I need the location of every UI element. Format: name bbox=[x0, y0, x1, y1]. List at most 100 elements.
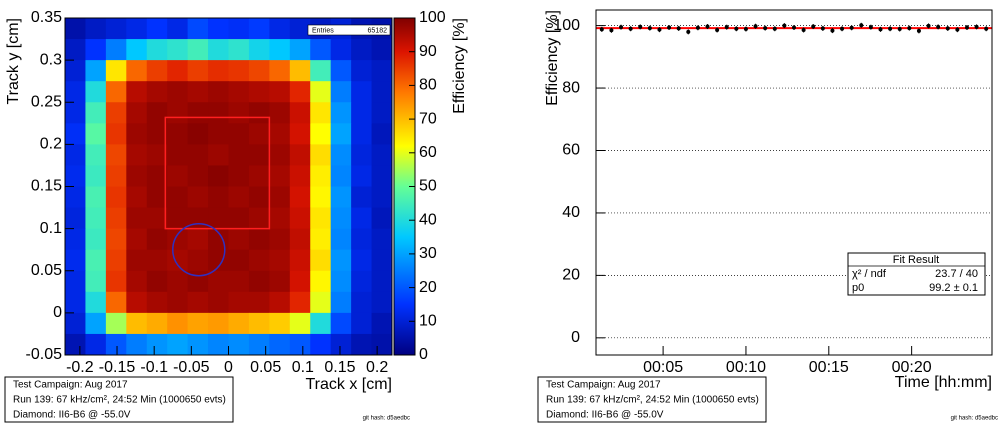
heat-cell bbox=[310, 39, 332, 61]
z-axis-label: Efficiency [%] bbox=[451, 18, 468, 114]
heat-cell bbox=[351, 207, 372, 230]
heat-cell bbox=[208, 270, 229, 293]
heat-cell bbox=[228, 18, 250, 40]
heat-cell bbox=[65, 249, 86, 272]
heat-cell bbox=[126, 165, 148, 187]
heat-cell bbox=[126, 39, 148, 61]
heat-cell bbox=[330, 165, 352, 187]
heat-cell bbox=[330, 228, 352, 251]
heat-cell bbox=[208, 333, 229, 356]
heat-cell bbox=[167, 186, 189, 208]
heat-cell bbox=[146, 81, 168, 103]
heat-cell bbox=[330, 333, 352, 356]
heat-cell bbox=[371, 81, 393, 103]
heat-cell bbox=[85, 123, 107, 145]
heat-cell bbox=[269, 123, 291, 145]
heat-cell bbox=[85, 81, 107, 103]
heat-cell bbox=[269, 60, 291, 82]
heat-cell bbox=[208, 312, 229, 335]
y-axis-label: Track y [cm] bbox=[5, 18, 22, 105]
heat-cell bbox=[126, 333, 148, 356]
heat-cell bbox=[310, 144, 332, 166]
heat-cell bbox=[330, 39, 352, 61]
heat-cell bbox=[289, 228, 311, 251]
heat-cell bbox=[228, 60, 250, 82]
heat-cell bbox=[310, 60, 332, 82]
heat-cell bbox=[248, 39, 270, 61]
heat-cell bbox=[105, 81, 127, 103]
heat-cell bbox=[351, 165, 372, 187]
x-axis-label: Time [hh:mm] bbox=[895, 374, 992, 391]
heat-cell bbox=[105, 39, 127, 61]
heat-cell bbox=[248, 165, 270, 187]
heat-cell bbox=[187, 102, 209, 124]
info-text: Diamond: II6-B6 @ -55.0V bbox=[546, 410, 664, 421]
heat-cell bbox=[187, 207, 209, 230]
heat-cell bbox=[269, 228, 291, 251]
heat-cell bbox=[371, 165, 393, 187]
heat-cell bbox=[187, 60, 209, 82]
fit-box bbox=[847, 252, 986, 296]
heat-cell bbox=[269, 102, 291, 124]
x-tick-label: 00:10 bbox=[726, 359, 766, 376]
heat-cell bbox=[65, 207, 86, 230]
heat-cell bbox=[65, 312, 86, 335]
heat-cell bbox=[310, 228, 332, 251]
heat-cell bbox=[146, 102, 168, 124]
heat-cell bbox=[126, 312, 148, 335]
heat-cell bbox=[269, 81, 291, 103]
heat-cell bbox=[187, 312, 209, 335]
heat-cell bbox=[167, 144, 189, 166]
heat-cell bbox=[146, 249, 168, 272]
heat-cell bbox=[248, 186, 270, 208]
info-text: Run 139: 67 kHz/cm², 24:52 Min (1000650 … bbox=[13, 395, 226, 406]
heat-cell bbox=[371, 60, 393, 82]
heat-cell bbox=[167, 312, 189, 335]
data-point bbox=[897, 27, 902, 32]
heat-cell bbox=[310, 333, 332, 356]
heatmap-panel: Entries 65182 -0.2 -0.15 -0.1 -0.05 0 0.05 0.1 0.… bbox=[4, 9, 468, 423]
heat-cell bbox=[371, 123, 393, 145]
data-point bbox=[801, 27, 806, 32]
data-point bbox=[888, 26, 893, 31]
x-tick-label: 00:05 bbox=[643, 359, 683, 376]
heat-cell bbox=[126, 186, 148, 208]
heat-cell bbox=[85, 270, 107, 293]
roi-rectangle bbox=[164, 116, 271, 230]
y-tick-label: 40 bbox=[562, 204, 580, 221]
z-tick-label: 100 bbox=[419, 9, 446, 26]
heat-cell bbox=[167, 249, 189, 272]
heat-cell bbox=[330, 249, 352, 272]
data-point bbox=[859, 23, 864, 28]
data-point bbox=[715, 27, 720, 32]
heat-cell bbox=[65, 123, 86, 145]
heat-cell bbox=[167, 39, 189, 61]
z-tick-label: 90 bbox=[419, 43, 437, 60]
data-point bbox=[984, 26, 989, 31]
heat-cell bbox=[289, 186, 311, 208]
heat-cell bbox=[85, 165, 107, 187]
heat-cell bbox=[167, 123, 189, 145]
heat-cell bbox=[167, 165, 189, 187]
heat-cell bbox=[167, 81, 189, 103]
heat-cell bbox=[208, 81, 229, 103]
data-point bbox=[686, 29, 691, 34]
heat-cell bbox=[351, 60, 372, 82]
y-tick-label: 0 bbox=[571, 329, 580, 346]
heat-cell bbox=[208, 144, 229, 166]
heat-cell bbox=[228, 39, 250, 61]
heat-cell bbox=[187, 291, 209, 314]
data-point bbox=[964, 25, 969, 30]
heat-cell bbox=[289, 18, 311, 40]
heat-cell bbox=[371, 39, 393, 61]
data-point bbox=[878, 27, 883, 32]
heat-cell bbox=[351, 144, 372, 166]
heat-cell bbox=[289, 249, 311, 272]
heat-cell bbox=[85, 186, 107, 208]
heat-cell bbox=[310, 186, 332, 208]
data-point bbox=[974, 24, 979, 29]
heat-cell bbox=[65, 291, 86, 314]
data-point bbox=[830, 28, 835, 33]
heat-cell bbox=[228, 144, 250, 166]
heat-cell bbox=[228, 228, 250, 251]
